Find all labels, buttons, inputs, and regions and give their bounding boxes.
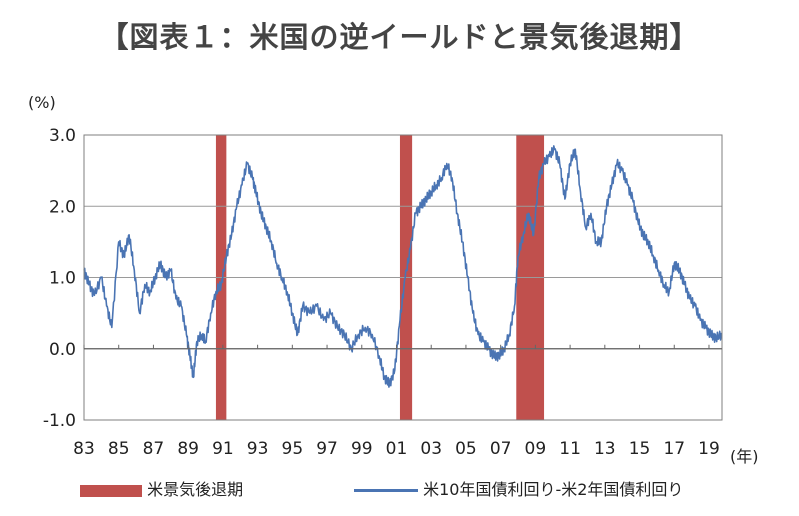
x-tick-label: 97 [316, 439, 338, 459]
spread-line-swatch [354, 489, 418, 492]
x-tick-label: 15 [629, 439, 651, 459]
x-tick-label: 07 [490, 439, 512, 459]
y-tick-label: 0.0 [49, 340, 76, 360]
x-tick-label: 87 [143, 439, 165, 459]
plot-area-border [83, 134, 723, 421]
y-axis-unit-label: (%) [28, 93, 56, 112]
legend-recession-label: 米景気後退期 [147, 480, 244, 499]
x-tick-label: 01 [386, 439, 408, 459]
x-tick-label: 09 [525, 439, 547, 459]
x-tick-label: 03 [420, 439, 442, 459]
legend-item-recession: 米景気後退期 [80, 476, 243, 500]
recession-swatch [80, 484, 142, 497]
x-tick-label: 95 [282, 439, 304, 459]
series-line-0 [83, 145, 723, 388]
legend-item-spread: 米10年国債利回り-米2年国債利回り [354, 476, 683, 500]
y-tick-label: -1.0 [43, 411, 76, 431]
y-tick-label: 2.0 [49, 197, 76, 217]
x-tick-label: 93 [247, 439, 269, 459]
x-tick-label: 19 [698, 439, 720, 459]
legend-spread-label: 米10年国債利回り-米2年国債利回り [423, 480, 684, 499]
x-tick-label: 13 [594, 439, 616, 459]
y-tick-label: 3.0 [49, 126, 76, 146]
x-tick-label: 05 [455, 439, 477, 459]
x-axis-unit-label: (年) [730, 447, 759, 466]
x-tick-label: 83 [73, 439, 95, 459]
x-tick-label: 17 [663, 439, 685, 459]
x-tick-label: 91 [212, 439, 234, 459]
y-tick-label: 1.0 [49, 269, 76, 289]
x-tick-label: 89 [177, 439, 199, 459]
chart-svg: -1.0 0.0 1.0 2.0 3.0 83 85 87 89 91 93 95 97 99 01 03 05… [28, 93, 759, 466]
x-tick-label: 11 [559, 439, 581, 459]
x-tick-label: 85 [108, 439, 130, 459]
x-tick-label: 99 [351, 439, 373, 459]
chart-title: 【図表１：米国の逆イールドと景気後退期】 [99, 20, 700, 54]
